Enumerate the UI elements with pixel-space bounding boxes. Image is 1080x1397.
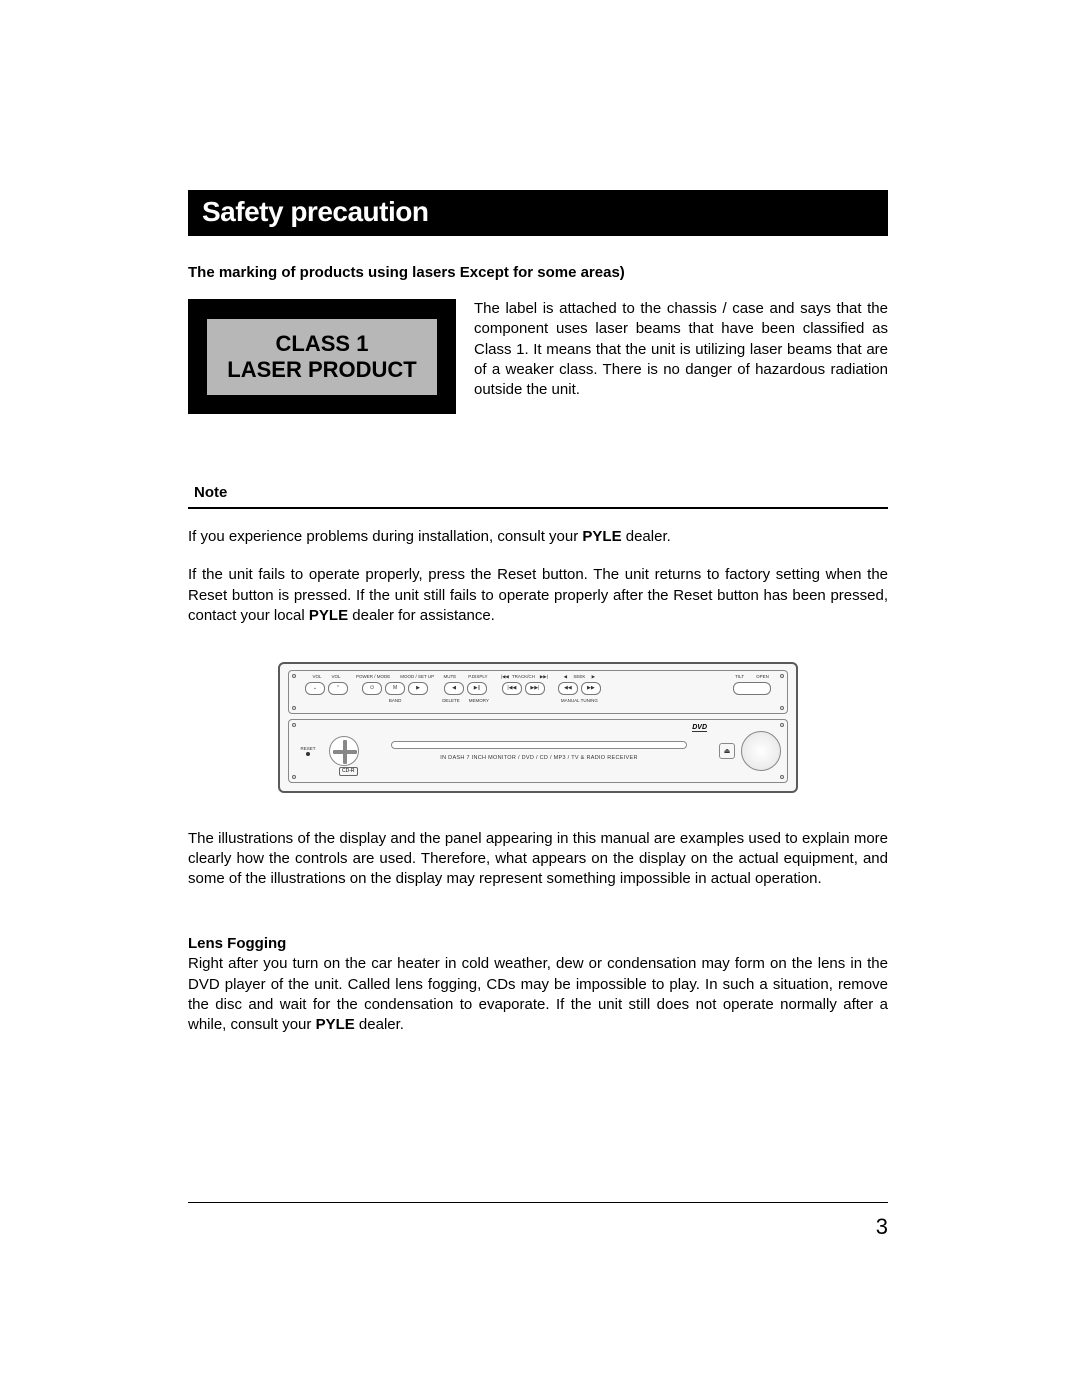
seek-label: SEEK — [573, 675, 585, 680]
screw-icon — [780, 723, 784, 727]
power-button: ⏻ — [362, 682, 382, 695]
screw-icon — [780, 674, 784, 678]
band-label: BAND — [389, 698, 402, 703]
section-header: Safety precaution — [188, 190, 888, 236]
marking-subheading: The marking of products using lasers Exc… — [188, 264, 888, 281]
laser-paragraph: The label is attached to the chassis / c… — [474, 299, 888, 414]
prev-track-button: |◀◀ — [502, 682, 522, 695]
mute-label: MUTE — [443, 675, 456, 680]
illustration-paragraph: The illustrations of the display and the… — [188, 829, 888, 890]
screw-icon — [780, 706, 784, 710]
seek-rew-button: ◀◀ — [558, 682, 578, 695]
cdr-badge: CD-R — [339, 767, 358, 776]
reset-label: RESET — [300, 746, 315, 751]
note-p1-b: dealer. — [622, 528, 671, 545]
device-bottom-panel: RESET CD-R DVD IN DASH 7 INCH MONITOR / … — [288, 719, 788, 783]
memory-label: MEMORY — [469, 698, 489, 703]
vol-label: VOL — [332, 675, 341, 680]
note-p2-a: If the unit fails to operate properly, p… — [188, 566, 888, 624]
laser-label-inner: CLASS 1 LASER PRODUCT — [204, 316, 440, 398]
lens-p-b: dealer. — [355, 1016, 404, 1033]
brand-name-3: PYLE — [316, 1016, 355, 1033]
reset-area: RESET — [295, 746, 321, 756]
pdisply-label: P.DISPLY — [468, 675, 487, 680]
mute-button: ◀ — [444, 682, 464, 695]
lens-p-a: Right after you turn on the car heater i… — [188, 955, 888, 1033]
laser-line-1: CLASS 1 — [276, 331, 369, 356]
screw-icon — [780, 775, 784, 779]
tilt-label: TILT — [735, 675, 744, 680]
eject-button: ⏏ — [719, 743, 735, 759]
device-model-text: IN DASH 7 INCH MONITOR / DVD / CD / MP3 … — [440, 755, 637, 761]
note-heading: Note — [188, 484, 888, 509]
device-illustration: VOL VOL ⌄ ⌃ POWER / MODE MOOD / SET UP — [278, 662, 798, 793]
lens-fogging-heading: Lens Fogging — [188, 935, 888, 952]
footer-rule — [188, 1202, 888, 1203]
seek-ffw-button: ▶▶ — [581, 682, 601, 695]
note-p1-a: If you experience problems during instal… — [188, 528, 582, 545]
laser-label-block: CLASS 1 LASER PRODUCT — [188, 299, 456, 414]
lens-fogging-paragraph: Right after you turn on the car heater i… — [188, 954, 888, 1035]
manual-tuning-label: MANUAL TUNING — [561, 698, 598, 703]
disc-slot-icon — [391, 741, 687, 749]
mode-button: M — [385, 682, 405, 695]
tilt-open-button — [733, 682, 771, 695]
note-p2-b: dealer for assistance. — [348, 607, 495, 624]
dvd-logo-icon: DVD — [692, 724, 707, 733]
vol-up-button: ⌃ — [328, 682, 348, 695]
next-track-button: ▶▶| — [525, 682, 545, 695]
page-number: 3 — [188, 1214, 888, 1240]
note-paragraph-1: If you experience problems during instal… — [188, 527, 888, 547]
dvd-text: DVD — [692, 724, 707, 731]
reset-hole-icon — [306, 752, 310, 756]
brand-name-2: PYLE — [309, 607, 348, 624]
track-ch-label: TRACK/CH — [512, 675, 535, 680]
brand-name: PYLE — [582, 528, 621, 545]
screw-icon — [292, 723, 296, 727]
device-top-panel: VOL VOL ⌄ ⌃ POWER / MODE MOOD / SET UP — [288, 670, 788, 714]
laser-line-2: LASER PRODUCT — [227, 357, 416, 382]
dpad-icon — [329, 736, 359, 766]
open-label: OPEN — [756, 675, 769, 680]
delete-label: DELETE — [442, 698, 460, 703]
screw-icon — [292, 775, 296, 779]
vol-label: VOL — [312, 675, 321, 680]
play-button: ▶ — [408, 682, 428, 695]
power-mode-label: POWER / MODE — [356, 675, 390, 680]
mood-setup-label: MOOD / SET UP — [400, 675, 434, 680]
screw-icon — [292, 706, 296, 710]
playpause-button: ▶|| — [467, 682, 487, 695]
screw-icon — [292, 674, 296, 678]
volume-knob-icon — [741, 731, 781, 771]
note-paragraph-2: If the unit fails to operate properly, p… — [188, 565, 888, 626]
vol-down-button: ⌄ — [305, 682, 325, 695]
